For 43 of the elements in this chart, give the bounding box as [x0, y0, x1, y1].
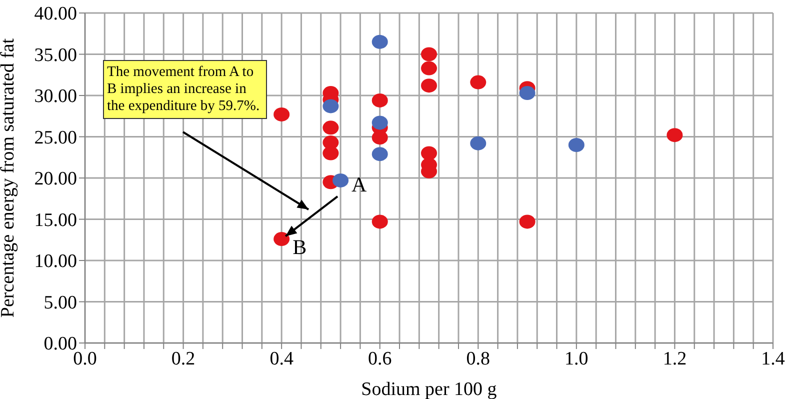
- point: [332, 173, 349, 188]
- y-tick-label: 35.00: [34, 44, 77, 66]
- annotation: The movement from A to B implies an increase in the expenditure by 59.7%.: [103, 60, 267, 119]
- y-tick-label: 5.00: [44, 292, 77, 314]
- y-tick-label: 25.00: [34, 127, 77, 148]
- point: [421, 146, 437, 160]
- y-tick-label: 40.00: [34, 4, 77, 25]
- point: [421, 78, 437, 93]
- annotation: B: [292, 235, 307, 260]
- x-tick-label: 0.4: [270, 348, 294, 370]
- point: [322, 99, 339, 114]
- point: [322, 146, 339, 160]
- point: [519, 86, 536, 100]
- y-axis-title: Percentage energy from saturated fat: [0, 38, 19, 318]
- point: [421, 47, 437, 62]
- y-tick-label: 30.00: [34, 86, 77, 108]
- x-tick-label: 0.0: [73, 348, 97, 370]
- x-tick-label: 0.6: [368, 348, 392, 370]
- point: [372, 147, 388, 162]
- point: [568, 138, 584, 152]
- point: [372, 116, 388, 130]
- x-tick-label: 1.4: [761, 348, 786, 370]
- point: [372, 34, 388, 49]
- x-tick-label: 0.2: [171, 348, 196, 370]
- point: [274, 232, 290, 246]
- point: [470, 75, 486, 90]
- point: [274, 107, 290, 122]
- point: [519, 214, 536, 229]
- point: [372, 214, 388, 229]
- y-tick-label: 10.00: [34, 251, 77, 272]
- point: [470, 136, 486, 150]
- point: [372, 93, 388, 108]
- x-tick-label: 1.0: [564, 348, 588, 370]
- point: [421, 61, 437, 76]
- y-tick-label: 20.00: [34, 168, 77, 190]
- x-tick-label: 1.2: [662, 348, 687, 370]
- y-tick-label: 15.00: [34, 210, 77, 231]
- point: [666, 128, 683, 142]
- point: [322, 120, 339, 135]
- point: [372, 130, 388, 145]
- annotation: A: [352, 172, 368, 196]
- x-tick-label: 0.8: [466, 348, 490, 370]
- x-axis-title: Sodium per 100 g: [361, 379, 498, 399]
